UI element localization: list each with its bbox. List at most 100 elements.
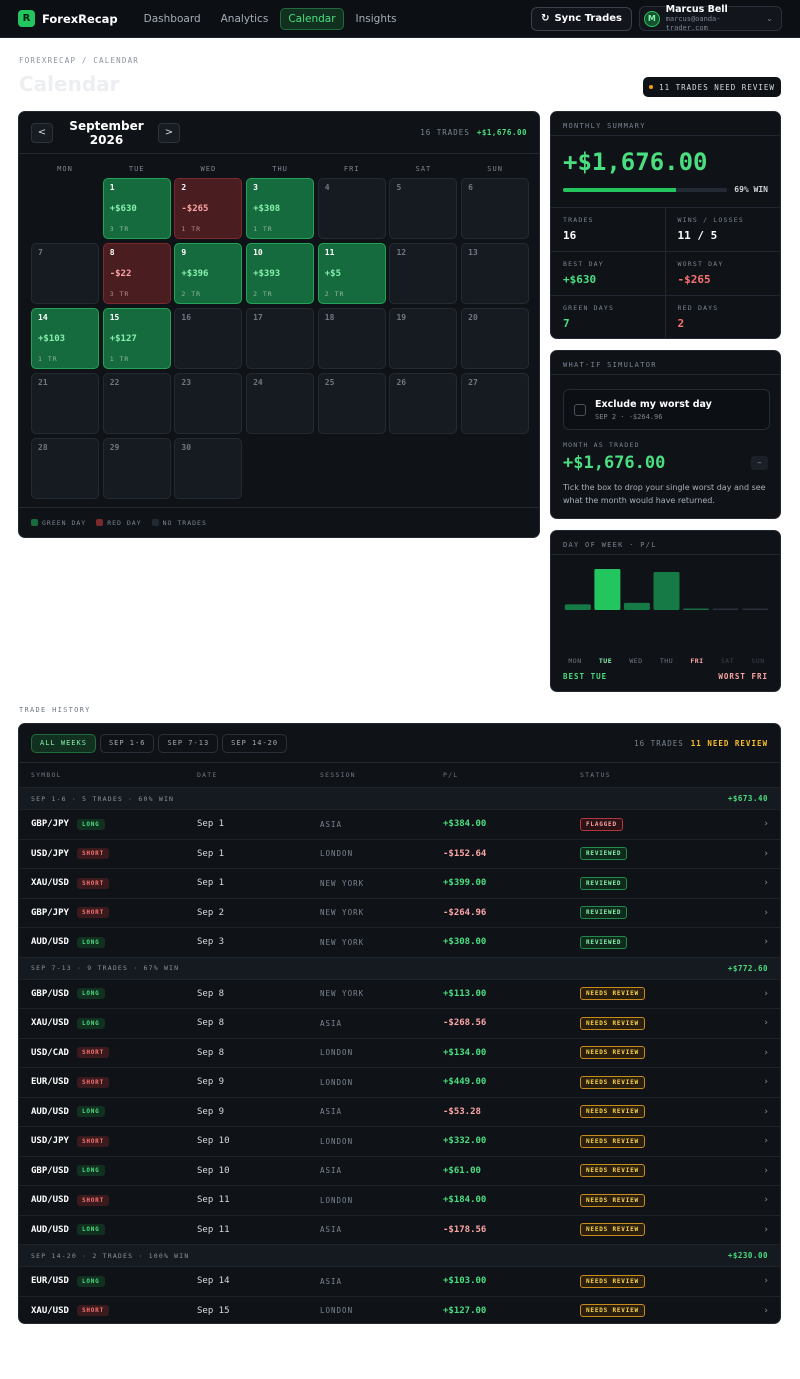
calendar-day[interactable]: 23 — [174, 373, 243, 434]
filter-chip[interactable]: SEP 7-13 — [158, 733, 219, 753]
calendar-day[interactable]: 4 — [317, 178, 386, 239]
table-row[interactable]: GBP/JPY SHORT Sep 2 NEW YORK -$264.96 REVIEWE… — [19, 899, 780, 928]
calendar-day[interactable]: 28 — [31, 438, 99, 499]
table-row[interactable]: AUD/USD LONG Sep 3 NEW YORK +$308.00 REVIEWED… — [19, 928, 780, 958]
day-pl: +$103 — [38, 334, 66, 344]
calendar-day[interactable]: 13 — [461, 243, 530, 304]
calendar-legend: GREEN DAY RED DAY NO TRADES — [19, 507, 539, 537]
chevron-right-icon[interactable]: › — [764, 1136, 768, 1147]
calendar-day[interactable]: 6 — [461, 178, 530, 239]
column-date: DATE — [197, 771, 218, 779]
calendar-day[interactable]: 16 — [174, 308, 243, 369]
user-menu[interactable]: M Marcus Bell marcus@oanda-trader.com ⌄ — [639, 4, 782, 32]
table-row[interactable]: EUR/USD SHORT Sep 9 LONDON +$449.00 NEEDS REV… — [19, 1068, 780, 1098]
calendar-day[interactable]: 8 -$22 3 TR — [102, 243, 171, 304]
calendar-day[interactable]: 30 — [174, 438, 243, 499]
calendar-day[interactable]: 2 -$265 1 TR — [174, 178, 243, 239]
calendar-day[interactable]: 27 — [461, 373, 530, 434]
group-title: SEP 7-13 · 9 TRADES · 67% WIN — [31, 964, 180, 972]
result-label: MONTH AS TRADED — [563, 441, 640, 449]
date-cell: Sep 8 — [197, 988, 225, 999]
table-row[interactable]: XAU/USD LONG Sep 8 ASIA -$268.56 NEEDS REVIEW… — [19, 1009, 780, 1039]
nav-item-analytics[interactable]: Analytics — [220, 12, 269, 25]
calendar-day[interactable]: 7 — [31, 243, 99, 304]
table-row[interactable]: XAU/USD SHORT Sep 15 LONDON +$127.00 NEEDS RE… — [19, 1297, 780, 1324]
calendar-day[interactable]: 22 — [102, 373, 171, 434]
chevron-right-icon[interactable]: › — [764, 878, 768, 889]
exclude-worst-day-checkbox[interactable] — [574, 403, 586, 416]
table-row[interactable]: USD/JPY SHORT Sep 10 LONDON +$332.00 NEEDS RE… — [19, 1127, 780, 1157]
table-row[interactable]: AUD/USD LONG Sep 9 ASIA -$53.28 NEEDS REVIEW › — [19, 1098, 780, 1127]
filter-chip[interactable]: ALL WEEKS — [31, 733, 96, 753]
chevron-right-icon[interactable]: › — [764, 907, 768, 918]
nav-item-calendar[interactable]: Calendar — [280, 7, 344, 30]
table-row[interactable]: USD/CAD SHORT Sep 8 LONDON +$134.00 NEEDS REV… — [19, 1039, 780, 1068]
chevron-right-icon[interactable]: › — [764, 1077, 768, 1088]
week-filters: ALL WEEKS SEP 1-6 SEP 7-13 SEP 14-20 — [31, 733, 288, 753]
day-number: 8 — [109, 248, 115, 257]
avatar: M — [644, 10, 660, 27]
symbol-cell: EUR/USD SHORT — [31, 1076, 197, 1088]
chevron-right-icon[interactable]: › — [764, 819, 768, 830]
calendar-day[interactable]: 19 — [389, 308, 458, 369]
calendar-day[interactable]: 3 +$308 1 TR — [246, 178, 315, 239]
calendar-day[interactable]: 29 — [102, 438, 171, 499]
calendar-day[interactable]: 18 — [317, 308, 386, 369]
calendar-day[interactable]: 17 — [246, 308, 315, 369]
calendar-day[interactable]: 14 +$103 1 TR — [31, 308, 99, 369]
day-pl: -$22 — [109, 269, 132, 279]
prev-month-button[interactable]: < — [31, 122, 53, 143]
status-badge: NEEDS REVIEW — [580, 1223, 645, 1237]
table-row[interactable]: XAU/USD SHORT Sep 1 NEW YORK +$399.00 REVIEWE… — [19, 869, 780, 899]
calendar-day[interactable]: 25 — [317, 373, 386, 434]
nav-item-dashboard[interactable]: Dashboard — [143, 12, 201, 25]
calendar-day[interactable]: 26 — [389, 373, 458, 434]
chevron-right-icon[interactable]: › — [764, 1018, 768, 1029]
calendar-day[interactable]: 21 — [31, 373, 99, 434]
status-badge: NEEDS REVIEW — [580, 1134, 645, 1148]
table-row[interactable]: USD/JPY SHORT Sep 1 LONDON -$152.64 REVIEWED › — [19, 840, 780, 869]
chevron-right-icon[interactable]: › — [764, 1224, 768, 1235]
day-number: 4 — [324, 183, 330, 192]
table-row[interactable]: EUR/USD LONG Sep 14 ASIA +$103.00 NEEDS REVIE… — [19, 1267, 780, 1297]
calendar-day[interactable]: 5 — [389, 178, 458, 239]
calendar-day[interactable]: 15 +$127 1 TR — [102, 308, 171, 369]
chevron-right-icon[interactable]: › — [764, 1165, 768, 1176]
table-row[interactable]: GBP/USD LONG Sep 10 ASIA +$61.00 NEEDS REVIEW… — [19, 1157, 780, 1186]
calendar-day[interactable]: 1 +$630 3 TR — [102, 178, 171, 239]
app-logo[interactable]: R ForexRecap — [18, 10, 118, 27]
day-number: 22 — [109, 378, 120, 387]
calendar-day[interactable]: 24 — [246, 373, 315, 434]
calendar-day[interactable]: 9 +$396 2 TR — [174, 243, 243, 304]
calendar-day[interactable]: 10 +$393 2 TR — [246, 243, 315, 304]
day-trade-count: 2 TR — [253, 290, 273, 298]
review-alert-badge[interactable]: 11 TRADES NEED REVIEW — [643, 77, 781, 97]
side-badge: SHORT — [76, 1194, 109, 1206]
sync-trades-button[interactable]: ↻ Sync Trades — [531, 6, 632, 31]
filter-chip[interactable]: SEP 1-6 — [99, 733, 155, 753]
chevron-right-icon[interactable]: › — [764, 1047, 768, 1058]
calendar-day[interactable]: 20 — [461, 308, 530, 369]
exclude-worst-day-option[interactable]: Exclude my worst day SEP 2 · -$264.96 — [563, 389, 770, 430]
chevron-right-icon[interactable]: › — [764, 848, 768, 859]
table-row[interactable]: GBP/USD LONG Sep 8 NEW YORK +$113.00 NEEDS RE… — [19, 980, 780, 1009]
table-row[interactable]: GBP/JPY LONG Sep 1 ASIA +$384.00 FLAGGED › — [19, 810, 780, 840]
chevron-right-icon[interactable]: › — [764, 937, 768, 948]
next-month-button[interactable]: > — [158, 122, 180, 143]
table-row[interactable]: AUD/USD LONG Sep 11 ASIA -$178.56 NEEDS REVIE… — [19, 1216, 780, 1245]
session-cell: NEW YORK — [320, 937, 365, 947]
chevron-right-icon[interactable]: › — [764, 1305, 768, 1316]
table-row[interactable]: AUD/USD SHORT Sep 11 LONDON +$184.00 NEEDS RE… — [19, 1186, 780, 1216]
nav-item-insights[interactable]: Insights — [355, 12, 397, 25]
filter-chip[interactable]: SEP 14-20 — [222, 733, 288, 753]
chevron-right-icon[interactable]: › — [764, 1195, 768, 1206]
delta-badge: – — [751, 456, 768, 470]
bar-tue — [594, 569, 621, 610]
calendar-day[interactable]: 11 +$5 2 TR — [317, 243, 386, 304]
session-cell: ASIA — [320, 1018, 343, 1028]
chevron-right-icon[interactable]: › — [764, 988, 768, 999]
axis-label-thu: THU — [659, 657, 674, 665]
chevron-right-icon[interactable]: › — [764, 1276, 768, 1287]
chevron-right-icon[interactable]: › — [764, 1106, 768, 1117]
calendar-day[interactable]: 12 — [389, 243, 458, 304]
